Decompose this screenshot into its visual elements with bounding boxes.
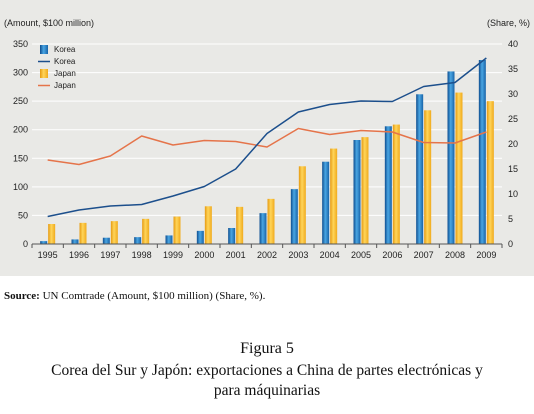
legend-label: Japan [54, 81, 76, 90]
korea-bar [102, 237, 110, 244]
korea-bar [416, 94, 424, 245]
source-note: Source: UN Comtrade (Amount, $100 millio… [4, 290, 265, 302]
korea-bar [384, 126, 392, 244]
y-left-tick-label: 250 [13, 96, 28, 106]
legend-bar-swatch [40, 69, 48, 78]
korea-bar [228, 228, 236, 244]
korea-bar [478, 60, 486, 244]
y-right-tick-label: 5 [508, 214, 513, 224]
y-right-tick-label: 0 [508, 239, 513, 249]
japan-share-line [47, 127, 487, 166]
y-right-tick-label: 25 [508, 114, 518, 124]
x-tick-label: 2002 [257, 250, 277, 260]
chart: (Amount, $100 million) (Share, %) 050100… [4, 18, 530, 260]
x-tick-label: 1996 [69, 250, 89, 260]
axes: 0 50 100 150 200 250 300 350 0 5 10 15 20 25 30 35 40 199… [13, 39, 518, 260]
x-tick-label: 2005 [351, 250, 371, 260]
japan-bar [79, 222, 87, 244]
x-tick-label: 2003 [288, 250, 308, 260]
y-left-tick-label: 300 [13, 68, 28, 78]
x-tick-label: 1998 [132, 250, 152, 260]
japan-bar [361, 137, 369, 244]
source-label: Source: [4, 290, 40, 302]
y-right-tick-label: 40 [508, 39, 518, 49]
japan-bar [236, 206, 244, 244]
legend-bar-swatch [40, 45, 48, 54]
y-right-tick-label: 35 [508, 64, 518, 74]
korea-bar [40, 241, 48, 244]
figure-label: Figura 5 [240, 340, 294, 357]
x-tick-label: 2006 [382, 250, 402, 260]
x-tick-label: 2004 [320, 250, 340, 260]
legend: Korea Korea Japan Japan [38, 45, 76, 90]
korea-bar [134, 237, 142, 244]
y-left-tick-label: 50 [18, 210, 28, 220]
x-tick-label: 1999 [163, 250, 183, 260]
korea-bar [290, 189, 298, 244]
y-left-tick-label: 350 [13, 39, 28, 49]
japan-bar [142, 218, 150, 244]
left-axis-title: (Amount, $100 million) [4, 18, 94, 28]
japan-bar [110, 221, 118, 244]
japan-bar [392, 124, 400, 244]
y-left-tick-label: 100 [13, 182, 28, 192]
x-tick-label: 1997 [100, 250, 120, 260]
y-right-tick-label: 15 [508, 164, 518, 174]
x-tick-label: 1995 [38, 250, 58, 260]
x-tick-label: 2001 [226, 250, 246, 260]
y-left-tick-label: 0 [23, 239, 28, 249]
korea-bar [322, 161, 330, 244]
x-tick-label: 2007 [414, 250, 434, 260]
x-tick-label: 2000 [194, 250, 214, 260]
japan-bar [267, 198, 275, 244]
bars [40, 60, 494, 245]
legend-label: Japan [54, 69, 76, 78]
figure-caption: Corea del Sur y Japón: exportaciones a C… [51, 362, 483, 399]
y-right-tick-label: 30 [508, 89, 518, 99]
korea-bar [353, 140, 361, 244]
korea-bar [165, 235, 173, 244]
japan-bar [298, 166, 306, 244]
legend-label: Korea [54, 45, 76, 54]
grid [32, 43, 502, 216]
japan-bar [173, 216, 181, 244]
korea-share-line [47, 57, 487, 218]
y-right-tick-label: 20 [508, 139, 518, 149]
legend-label: Korea [54, 57, 76, 66]
japan-bar [455, 92, 463, 244]
y-right-tick-label: 10 [508, 189, 518, 199]
x-tick-label: 2009 [476, 250, 496, 260]
korea-bar [259, 213, 267, 244]
japan-bar [48, 224, 56, 244]
lines [47, 57, 487, 218]
source-text: UN Comtrade (Amount, $100 million) (Shar… [42, 290, 266, 302]
korea-bar [196, 230, 204, 244]
japan-bar [424, 110, 432, 245]
japan-bar [486, 101, 494, 245]
right-axis-title: (Share, %) [487, 18, 530, 28]
korea-bar [71, 239, 79, 244]
japan-bar [330, 148, 338, 244]
y-left-tick-label: 150 [13, 153, 28, 163]
x-tick-label: 2008 [445, 250, 465, 260]
japan-bar [204, 206, 212, 244]
y-left-tick-label: 200 [13, 125, 28, 135]
korea-bar [447, 71, 455, 244]
chart-panel: (Amount, $100 million) (Share, %) 0 50 100… [0, 0, 534, 276]
